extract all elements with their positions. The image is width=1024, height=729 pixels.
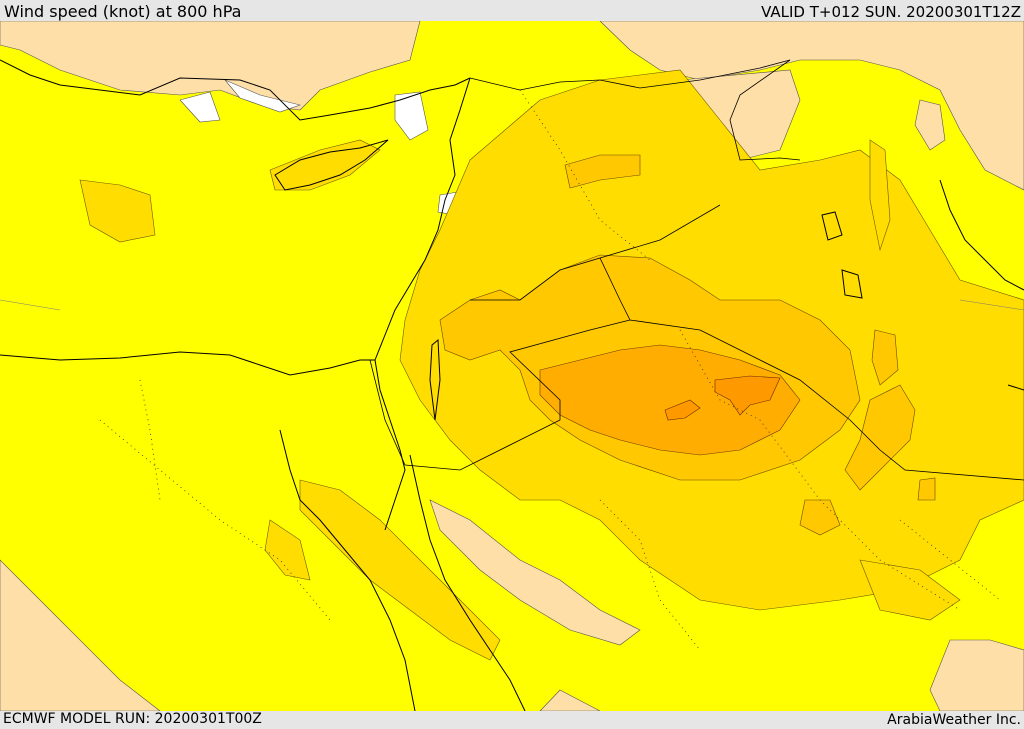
coastlines — [0, 59, 1024, 712]
contour-lines — [0, 299, 1024, 311]
map-title: Wind speed (knot) at 800 hPa — [4, 2, 242, 21]
admin-lines — [99, 89, 1001, 651]
model-run: ECMWF MODEL RUN: 20200301T00Z — [3, 711, 262, 727]
credit-text: ArabiaWeather Inc. — [887, 712, 1021, 728]
peak-wind-areas — [664, 375, 781, 421]
valid-time: VALID T+012 SUN. 20200301T12Z — [761, 3, 1021, 21]
header-bar: Wind speed (knot) at 800 hPa VALID T+012… — [0, 0, 1024, 21]
borders — [369, 59, 1024, 481]
highest-wind-areas — [539, 344, 801, 456]
low-wind-areas — [0, 20, 1024, 712]
footer-bar: ECMWF MODEL RUN: 20200301T00Z ArabiaWeat… — [0, 711, 1024, 729]
